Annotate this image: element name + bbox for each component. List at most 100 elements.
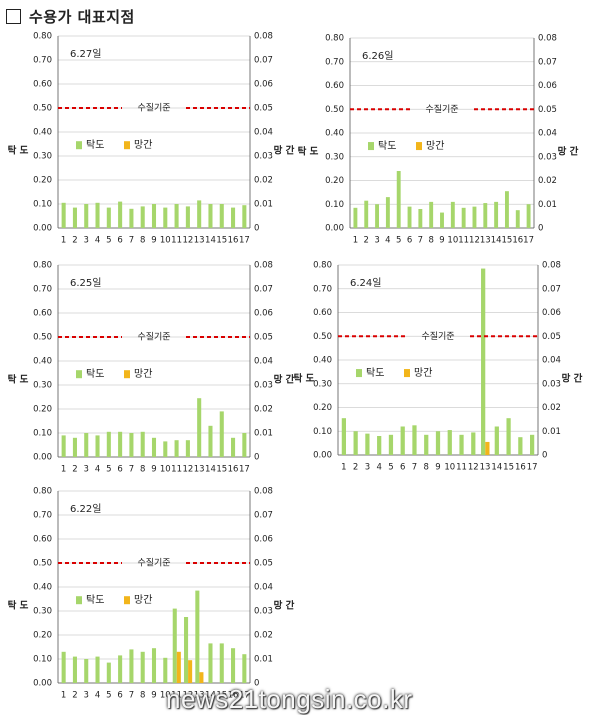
x-tick-label: 5 [396,236,401,246]
x-tick-label: 16 [228,691,239,701]
y-tick-label-right: 0.03 [254,607,273,617]
legend-label-manganese: 망간 [134,594,152,606]
legend-label-manganese: 망간 [134,368,152,380]
x-tick-label: 3 [84,465,89,475]
bar-turbidity [174,440,179,457]
y-tick-label-left: 0.20 [325,176,344,186]
bar-turbidity [163,441,168,457]
bar-turbidity [219,643,224,683]
chart-date-label: 6.22일 [70,503,101,515]
x-tick-label: 16 [515,463,526,473]
y-tick-label-left: 0.10 [33,200,52,210]
y-tick-label-left: 0.30 [33,607,52,617]
bar-turbidity [435,431,441,455]
x-tick-label: 15 [216,236,227,246]
bar-turbidity [219,204,224,228]
y-tick-label-left: 0.60 [313,308,332,318]
y-axis-title-right: 망 간 [274,600,295,612]
y-tick-label-left: 0.40 [313,356,332,366]
bar-turbidity [140,651,145,683]
x-tick-label: 13 [480,463,491,473]
x-tick-label: 17 [239,691,250,701]
x-tick-label: 9 [435,463,440,473]
chart-panel-626: 0.00 0.10 0.20 0.30 0.40 0.50 0.60 0.70 0.80 0 0.0… [298,34,579,246]
bar-turbidity [197,398,202,457]
x-tick-label: 12 [182,236,193,246]
bar-turbidity [341,418,346,455]
x-tick-label: 10 [160,465,171,475]
y-tick-label-left: 0.30 [33,381,52,391]
x-tick-label: 6 [117,236,122,246]
bar-turbidity [140,206,145,228]
bar-turbidity [61,651,66,683]
bar-turbidity [129,649,134,683]
bar-turbidity [95,202,100,228]
x-tick-label: 10 [160,236,171,246]
y-tick-label-left: 0.10 [313,427,332,437]
x-tick-label: 4 [376,463,381,473]
x-tick-label: 2 [72,691,77,701]
bar-turbidity [418,209,423,228]
y-tick-label-right: 0.01 [254,655,273,665]
y-tick-label-left: 0.00 [33,224,52,234]
legend-swatch-manganese [404,369,410,378]
x-tick-label: 14 [491,463,502,473]
x-tick-label: 16 [228,236,239,246]
y-tick-label-right: 0.07 [254,511,273,521]
bar-turbidity [118,431,123,457]
y-tick-label-right: 0.08 [538,34,557,44]
bar-turbidity [151,204,157,228]
x-tick-label: 7 [412,463,417,473]
x-tick-label: 8 [140,465,145,475]
x-tick-label: 4 [95,465,100,475]
bar-turbidity [185,440,190,457]
x-tick-label: 9 [439,236,444,246]
x-tick-label: 12 [182,691,193,701]
x-tick-label: 2 [72,465,77,475]
y-tick-label-right: 0.07 [542,284,561,294]
y-tick-label-left: 0.20 [33,405,52,415]
chart-date-label: 6.25일 [70,277,101,289]
y-axis-title-left: 탁 도 [298,146,319,158]
bar-turbidity [84,433,89,457]
y-tick-label-left: 0.30 [33,152,52,162]
bar-turbidity [84,204,89,228]
bar-turbidity [483,203,488,228]
bar-manganese [176,651,181,683]
y-tick-label-right: 0.04 [254,583,273,593]
x-tick-label: 17 [523,236,534,246]
bar-turbidity [118,655,123,683]
bar-turbidity [481,268,486,455]
bar-turbidity [185,206,190,228]
bar-turbidity [61,435,66,457]
bar-turbidity [72,656,77,683]
x-tick-label: 3 [374,236,379,246]
y-tick-label-right: 0.07 [254,285,273,295]
bar-turbidity [61,202,66,228]
x-tick-label: 5 [106,236,111,246]
bar-turbidity [353,431,358,455]
y-tick-label-left: 0.40 [33,583,52,593]
bar-turbidity [518,437,523,455]
x-tick-label: 1 [61,236,66,246]
x-tick-label: 14 [491,236,502,246]
x-tick-label: 7 [418,236,423,246]
y-tick-label-right: 0 [254,453,259,463]
bar-turbidity [388,434,394,455]
y-tick-label-right: 0.04 [542,356,561,366]
bar-turbidity [95,435,100,457]
y-tick-label-left: 0.80 [33,261,52,271]
legend-swatch-turbidity [76,370,82,379]
bar-turbidity [471,432,476,455]
y-tick-label-right: 0.08 [254,32,273,42]
y-tick-label-right: 0 [254,679,259,689]
x-tick-label: 10 [444,463,455,473]
watermark-text: news21tongsin.co.kr [166,684,413,714]
y-tick-label-left: 0.80 [33,32,52,42]
bar-turbidity [400,426,405,455]
legend-label-manganese: 망간 [134,139,152,151]
bar-turbidity [461,207,466,228]
y-tick-label-right: 0.02 [254,405,273,415]
x-tick-label: 15 [502,236,513,246]
bar-turbidity [231,207,236,228]
